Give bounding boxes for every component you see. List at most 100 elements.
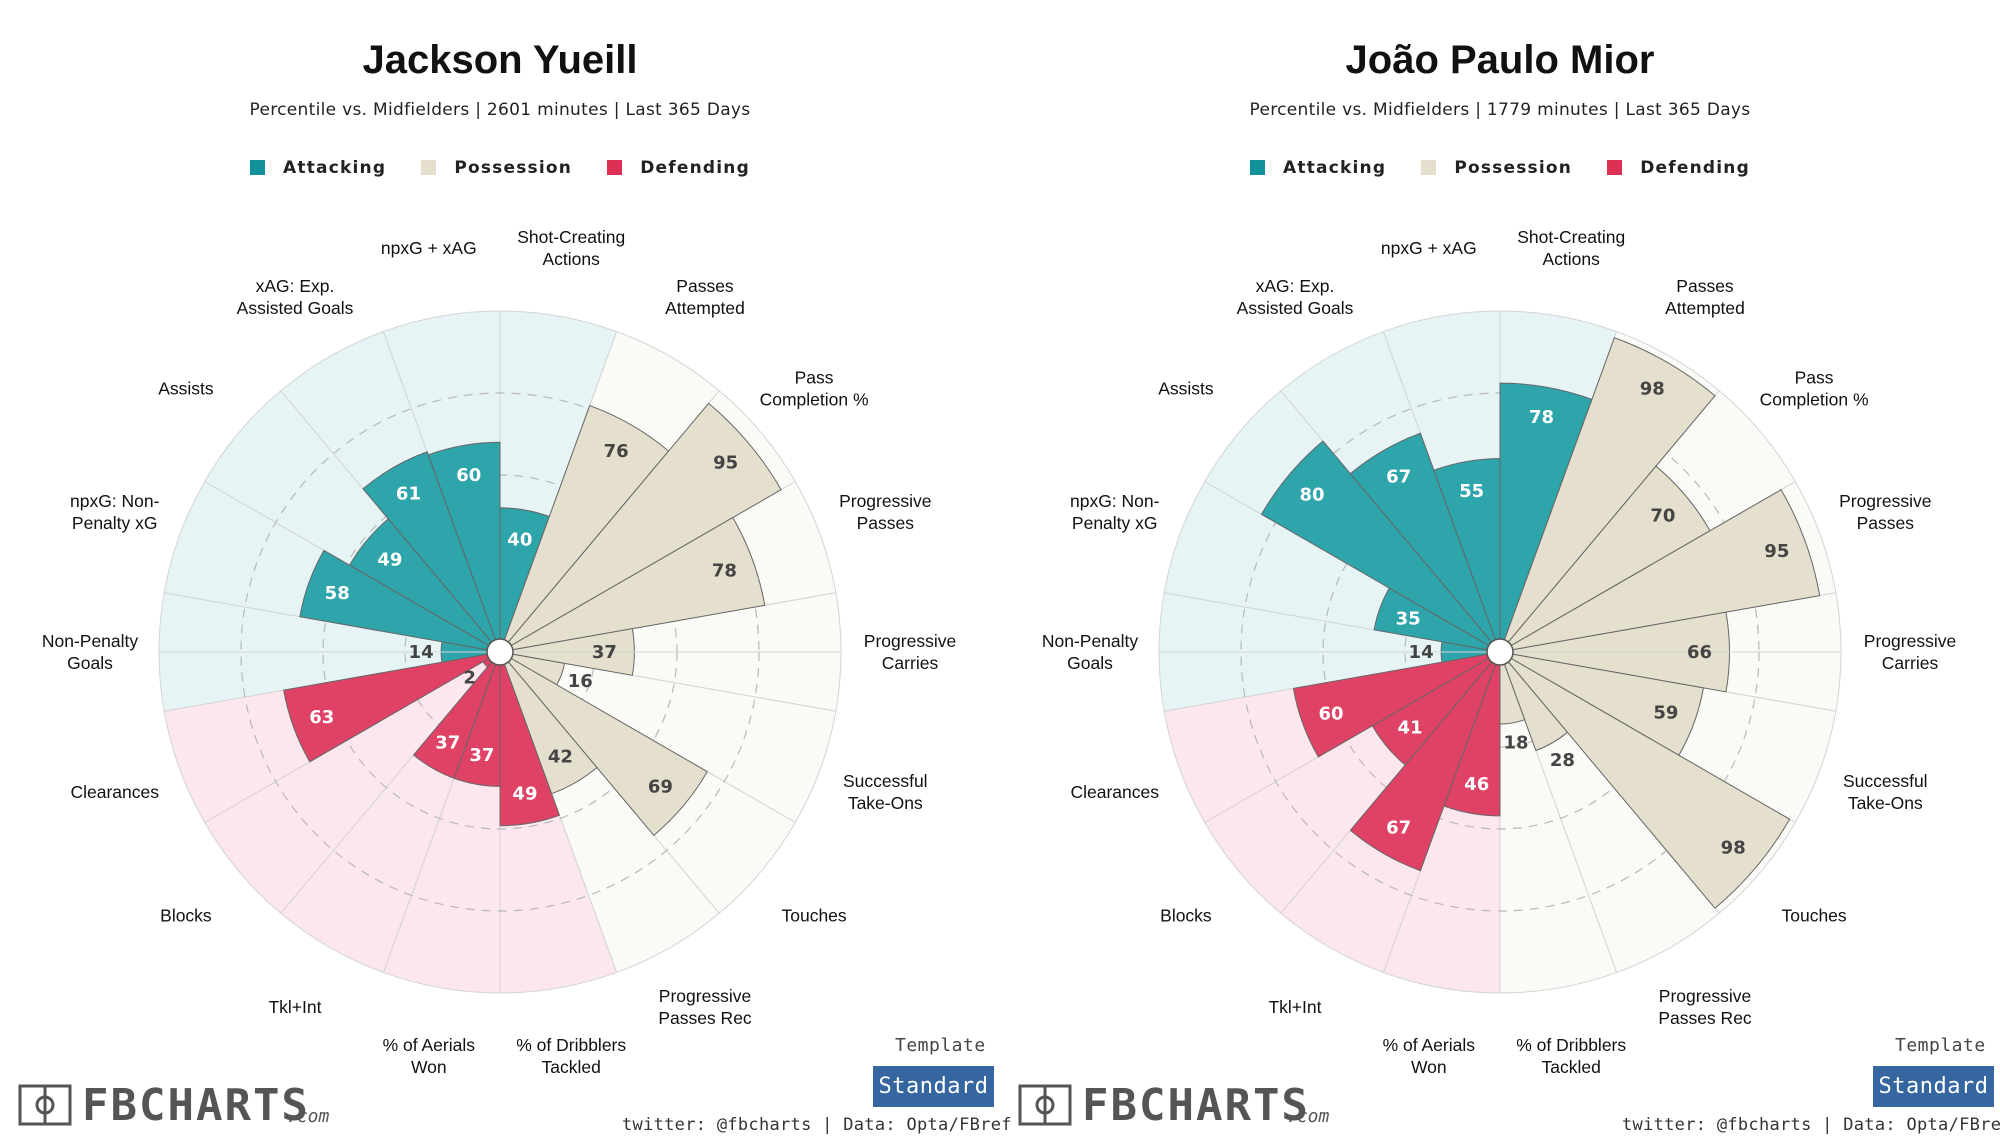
category-label: % of Aerials Won xyxy=(1383,1035,1476,1077)
fbcharts-logo: FBCHARTS .com xyxy=(18,1080,338,1132)
category-label-line: Passes Rec xyxy=(658,1008,752,1028)
category-label-line: Actions xyxy=(1543,249,1601,269)
category-label-line: xAG: Exp. xyxy=(1256,276,1335,296)
center-dot xyxy=(486,638,514,666)
category-label: Passes Attempted xyxy=(665,276,745,318)
legend: Attacking Possession Defending xyxy=(0,158,1000,178)
category-label-line: Carries xyxy=(882,653,939,673)
legend-item-defending: Defending xyxy=(607,158,750,178)
category-label-line: Penalty xG xyxy=(72,513,158,533)
category-label-line: Passes xyxy=(1857,513,1915,533)
template-label: Template xyxy=(895,1035,986,1056)
value-label: 2 xyxy=(463,667,476,688)
category-label-line: Tackled xyxy=(1542,1057,1601,1077)
value-label: 69 xyxy=(648,777,673,798)
value-label: 35 xyxy=(1396,609,1421,630)
category-label: npxG + xAG xyxy=(381,238,477,258)
category-label: Touches xyxy=(781,906,846,926)
category-label: Pass Completion % xyxy=(760,367,869,409)
value-label: 67 xyxy=(1386,818,1411,839)
category-label-line: % of Dribblers xyxy=(516,1035,626,1055)
category-label: Clearances xyxy=(70,782,159,802)
category-label-line: Blocks xyxy=(1160,906,1212,926)
category-label-line: Won xyxy=(1411,1057,1447,1077)
category-label: Progressive Carries xyxy=(1864,631,1956,673)
category-label-line: npxG: Non- xyxy=(1070,491,1160,511)
category-label-line: % of Dribblers xyxy=(1516,1035,1626,1055)
value-label: 80 xyxy=(1299,484,1324,505)
legend-swatch-possession xyxy=(421,160,437,175)
template-standard-button[interactable]: Standard xyxy=(1873,1066,1994,1107)
value-label: 98 xyxy=(1721,838,1746,859)
category-label-line: Progressive xyxy=(839,491,931,511)
value-label: 63 xyxy=(309,707,334,728)
legend-item-possession: Possession xyxy=(421,158,572,178)
category-label-line: Completion % xyxy=(760,389,869,409)
value-label: 40 xyxy=(507,530,532,551)
category-label-line: Clearances xyxy=(70,782,159,802)
category-label: Non-Penalty Goals xyxy=(1042,631,1139,673)
legend-swatch-possession xyxy=(1421,160,1437,175)
category-label-line: Non-Penalty xyxy=(42,631,139,651)
value-label: 60 xyxy=(1319,704,1344,725)
value-label: 49 xyxy=(377,550,402,571)
category-label: Passes Attempted xyxy=(1665,276,1745,318)
value-label: 14 xyxy=(409,642,434,663)
category-label: % of Dribblers Tackled xyxy=(516,1035,626,1077)
radar-chart: 40 76 95 78 37 16 69 42 49 37 37 2 63 14 58 49 61 60 Shot-… xyxy=(42,227,956,1077)
chart-panel-right: João Paulo Mior Percentile vs. Midfielde… xyxy=(1000,0,2000,1143)
category-label-line: Actions xyxy=(543,249,601,269)
category-label-line: Blocks xyxy=(160,906,212,926)
value-label: 95 xyxy=(713,453,738,474)
value-label: 14 xyxy=(1409,642,1434,663)
category-label-line: Assisted Goals xyxy=(1237,298,1354,318)
value-label: 28 xyxy=(1550,750,1575,771)
legend-item-attacking: Attacking xyxy=(250,158,386,178)
category-label: Touches xyxy=(1781,906,1846,926)
value-label: 98 xyxy=(1640,378,1665,399)
category-label-line: Shot-Creating xyxy=(517,227,625,247)
chart-subtitle: Percentile vs. Midfielders | 1779 minute… xyxy=(1249,100,1751,120)
category-label: npxG: Non-Penalty xG xyxy=(70,491,160,533)
category-label-line: xAG: Exp. xyxy=(256,276,335,296)
category-label: Progressive Passes xyxy=(1839,491,1931,533)
legend-label: Defending xyxy=(1640,158,1750,178)
category-label: Shot-Creating Actions xyxy=(517,227,625,269)
value-label: 60 xyxy=(456,465,481,486)
logo-suffix: .com xyxy=(286,1106,330,1127)
value-label: 76 xyxy=(604,441,629,462)
category-label: Assists xyxy=(158,378,214,398)
legend: Attacking Possession Defending xyxy=(1000,158,2000,178)
template-standard-button[interactable]: Standard xyxy=(873,1066,994,1107)
category-label-line: Goals xyxy=(1067,653,1113,673)
value-label: 37 xyxy=(592,642,617,663)
category-label: Clearances xyxy=(1070,782,1159,802)
category-label: Non-Penalty Goals xyxy=(42,631,139,673)
chart-title: Jackson Yueill xyxy=(362,38,638,82)
category-label-line: Take-Ons xyxy=(848,793,923,813)
value-label: 37 xyxy=(469,745,494,766)
logo-text: FBCHARTS xyxy=(82,1080,310,1131)
category-label: % of Aerials Won xyxy=(383,1035,476,1077)
center-dot xyxy=(1486,638,1514,666)
category-label-line: Penalty xG xyxy=(1072,513,1158,533)
category-label-line: Assisted Goals xyxy=(237,298,354,318)
value-label: 41 xyxy=(1397,718,1422,739)
category-label-line: Progressive xyxy=(1864,631,1956,651)
category-label: Pass Completion % xyxy=(1760,367,1869,409)
category-label: % of Dribblers Tackled xyxy=(1516,1035,1626,1077)
chart-subtitle: Percentile vs. Midfielders | 2601 minute… xyxy=(249,100,751,120)
credits: twitter: @fbcharts | Data: Opta/FBref xyxy=(1622,1115,2000,1135)
legend-label: Attacking xyxy=(283,158,387,178)
category-label-line: Assists xyxy=(158,378,214,398)
category-label: xAG: Exp. Assisted Goals xyxy=(1237,276,1354,318)
category-label-line: Pass xyxy=(795,367,834,387)
category-label: Assists xyxy=(1158,378,1214,398)
category-label-line: Attempted xyxy=(665,298,745,318)
category-label-line: Passes xyxy=(676,276,734,296)
category-label-line: % of Aerials xyxy=(383,1035,476,1055)
value-label: 61 xyxy=(396,483,421,504)
value-label: 42 xyxy=(548,747,573,768)
value-label: 49 xyxy=(512,784,537,805)
category-label: Successful Take-Ons xyxy=(1843,771,1928,813)
